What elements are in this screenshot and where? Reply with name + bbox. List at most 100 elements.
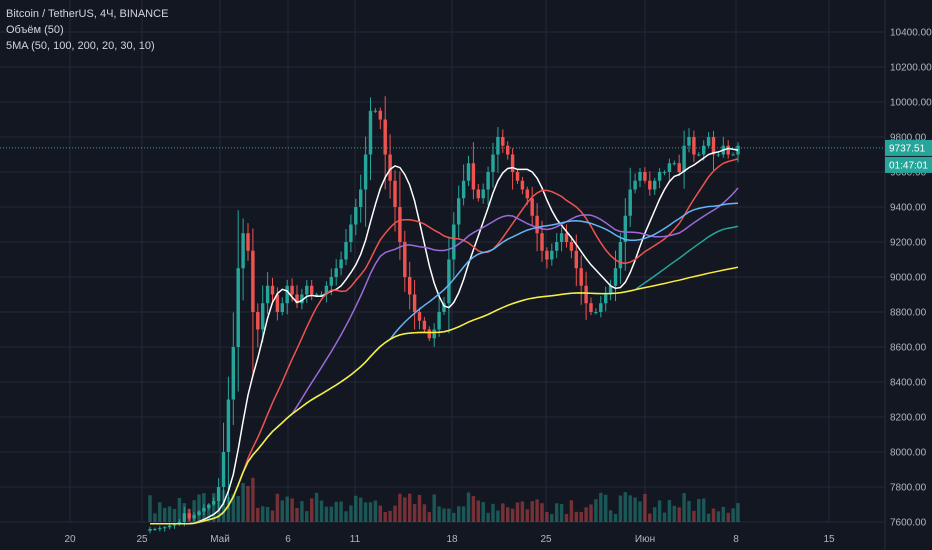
candle-body <box>486 172 490 190</box>
volume-bar <box>584 507 588 522</box>
candle-body <box>221 452 226 487</box>
candle-body <box>349 224 353 242</box>
y-tick-label: 7800.00 <box>890 483 927 494</box>
candle-body <box>574 250 579 269</box>
candle-body <box>339 259 343 269</box>
candle-body <box>638 172 642 181</box>
volume-bar <box>403 497 407 522</box>
volume-bar <box>393 505 397 522</box>
volume-bar <box>701 498 706 522</box>
candle-body <box>461 180 466 199</box>
volume-bar <box>603 494 608 522</box>
volume-bar <box>628 495 632 522</box>
x-tick-label: 20 <box>64 534 76 545</box>
candle-body <box>520 180 525 190</box>
candle-body <box>398 207 402 242</box>
volume-bar <box>388 510 392 522</box>
volume-bar <box>481 502 485 522</box>
candle-body <box>662 172 667 173</box>
volume-bar <box>623 492 628 522</box>
volume-bar <box>280 500 285 522</box>
volume-bar <box>535 499 539 522</box>
candle-body <box>579 268 583 286</box>
y-tick-label: 8200.00 <box>890 413 927 424</box>
ma-indicator-label[interactable]: 5MA (50, 100, 200, 20, 30, 10) <box>6 40 155 52</box>
volume-bar <box>427 512 432 522</box>
volume-bar <box>706 513 711 522</box>
volume-bar <box>358 497 363 522</box>
y-tick-label: 8400.00 <box>890 378 927 389</box>
volume-bar <box>540 503 544 522</box>
y-tick-label: 10000.00 <box>890 98 932 109</box>
candle-body <box>158 528 162 530</box>
volume-bar <box>162 507 167 522</box>
volume-bar <box>417 494 422 522</box>
volume-bar <box>256 507 260 522</box>
candle-body <box>540 233 544 251</box>
candle-body <box>456 198 461 225</box>
candle-body <box>403 242 407 277</box>
candle-body <box>437 312 441 330</box>
ma-200-line <box>150 266 739 525</box>
candle-body <box>613 268 618 286</box>
volume-bar <box>476 500 481 522</box>
volume-bar <box>652 507 657 522</box>
volume-bar <box>486 512 490 522</box>
volume-bar <box>599 492 603 522</box>
volume-bar <box>466 492 471 522</box>
volume-bar <box>167 506 172 522</box>
candle-body <box>202 508 206 512</box>
candle-body <box>682 145 686 172</box>
volume-bar <box>398 493 402 522</box>
volume-bar <box>550 513 554 522</box>
volume-bar <box>265 506 270 522</box>
candle-body <box>192 515 196 519</box>
volume-bar <box>530 501 534 522</box>
x-tick-label: 11 <box>350 534 361 545</box>
candle-body <box>501 137 505 146</box>
symbol-title[interactable]: Bitcoin / TetherUS, 4Ч, BINANCE <box>6 8 169 20</box>
volume-bar <box>344 511 348 522</box>
volume-bar <box>172 508 177 522</box>
x-tick-label: Май <box>210 534 230 545</box>
volume-bar <box>667 500 672 522</box>
volume-bar <box>510 508 515 522</box>
candle-body <box>383 119 387 155</box>
candle-body <box>388 154 392 181</box>
candle-body <box>309 285 314 295</box>
volume-bar <box>545 511 549 522</box>
candle-body <box>207 504 211 508</box>
volume-bar <box>456 506 461 522</box>
volume-bar <box>520 501 525 522</box>
candle-body <box>697 154 701 156</box>
y-tick-label: 9400.00 <box>890 203 927 214</box>
candle-body <box>407 277 412 295</box>
candle-body <box>324 285 329 295</box>
candle-body <box>608 285 613 295</box>
volume-bar <box>378 505 383 522</box>
volume-bar <box>736 503 740 522</box>
volume-bar <box>594 499 598 522</box>
volume-bar <box>569 500 574 522</box>
volume-bar <box>608 510 613 522</box>
candle-body <box>393 180 397 207</box>
volume-bar <box>260 506 265 522</box>
candle-body <box>603 294 608 304</box>
y-tick-label: 10400.00 <box>890 28 932 39</box>
volume-bar <box>407 493 412 522</box>
candle-body <box>706 137 711 146</box>
candle-body <box>633 180 637 190</box>
volume-bar <box>437 506 441 522</box>
volume-bar <box>275 493 280 522</box>
volume-bar <box>564 513 569 522</box>
volume-bar <box>349 505 353 522</box>
candle-body <box>623 215 628 242</box>
volume-bar <box>158 502 162 522</box>
candle-body <box>354 207 358 225</box>
candle-body <box>417 312 422 321</box>
volume-indicator-label[interactable]: Объём (50) <box>6 24 64 36</box>
candle-body <box>672 163 677 165</box>
volume-bar <box>373 500 378 522</box>
